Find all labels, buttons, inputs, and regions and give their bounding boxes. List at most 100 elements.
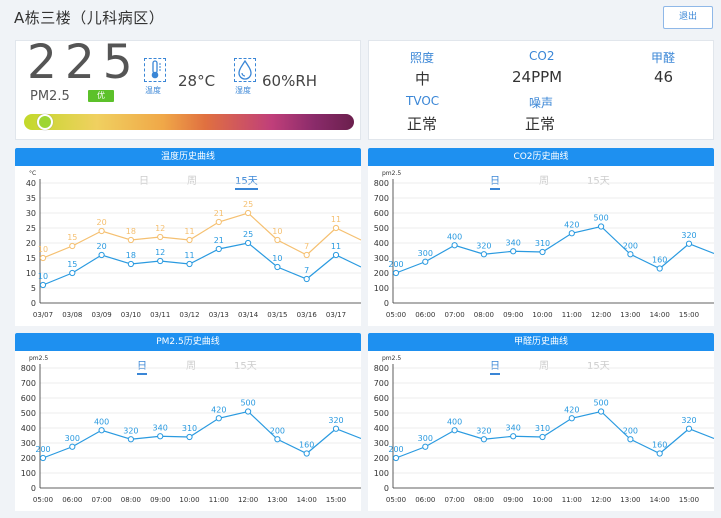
data-label: 20 <box>97 218 107 227</box>
x-tick-label: 13:00 <box>620 496 640 504</box>
data-label: 7 <box>304 266 309 275</box>
x-tick-label: 14:00 <box>297 496 317 504</box>
data-label: 18 <box>126 251 136 260</box>
data-label: 340 <box>153 423 168 432</box>
tab-15-days[interactable]: 15天 <box>587 176 610 187</box>
data-point <box>656 450 663 457</box>
logout-button[interactable]: 退出 <box>663 6 713 29</box>
data-point <box>332 224 340 232</box>
data-point <box>69 443 76 450</box>
tab-15-days[interactable]: 15天 <box>234 361 257 372</box>
data-point <box>39 454 47 462</box>
y-axis-unit-label: pm2.5 <box>29 355 48 362</box>
y-tick-label: 0 <box>384 299 389 308</box>
co2-value: 24PPM <box>512 68 563 86</box>
y-tick-label: 100 <box>374 284 389 293</box>
tvoc-value: 正常 <box>407 115 438 133</box>
tab-week[interactable]: 周 <box>186 361 196 372</box>
data-point <box>332 425 340 432</box>
y-tick-label: 700 <box>374 194 389 203</box>
data-point <box>157 233 164 241</box>
data-point <box>215 415 222 422</box>
tab-day[interactable]: 日 <box>490 357 500 375</box>
tab-15-days[interactable]: 15天 <box>235 172 258 190</box>
page-header: A栋三楼（儿科病区） 退出 <box>0 0 721 36</box>
data-label: 11 <box>184 251 194 260</box>
air-quality-badge: 优 <box>88 90 114 102</box>
data-point <box>451 242 458 249</box>
y-tick-label: 0 <box>31 299 36 308</box>
data-point <box>274 236 281 244</box>
y-tick-label: 400 <box>21 424 36 433</box>
data-point <box>598 223 605 230</box>
tab-day[interactable]: 日 <box>137 357 147 375</box>
temperature-caption: 温度 <box>145 86 161 95</box>
y-tick-label: 0 <box>31 484 36 493</box>
x-tick-label: 06:00 <box>62 496 82 504</box>
data-label: 11 <box>184 227 194 236</box>
x-tick-label: 12:00 <box>591 311 611 319</box>
x-tick-label: 07:00 <box>445 311 465 319</box>
data-label: 7 <box>304 242 309 251</box>
data-point <box>303 251 310 259</box>
tab-week[interactable]: 周 <box>187 176 197 187</box>
chart-title: 温度历史曲线 <box>15 148 361 166</box>
x-tick-label: 09:00 <box>503 311 523 319</box>
chart-title: PM2.5历史曲线 <box>15 333 361 351</box>
series-line <box>42 212 361 259</box>
x-tick-label: 05:00 <box>386 311 406 319</box>
y-tick-label: 300 <box>374 439 389 448</box>
data-point <box>480 436 488 443</box>
data-label: 10 <box>38 245 48 254</box>
x-tick-label: 07:00 <box>92 496 112 504</box>
x-tick-label: 03/15 <box>267 311 287 319</box>
air-quality-gradient-bar <box>24 114 354 130</box>
data-point <box>510 433 517 440</box>
data-label: 11 <box>331 215 341 224</box>
x-tick-label: 10:00 <box>532 311 552 319</box>
data-label: 320 <box>123 426 138 435</box>
data-point <box>39 254 47 262</box>
data-label: 310 <box>182 424 197 433</box>
data-point <box>598 408 605 415</box>
data-point <box>422 443 429 450</box>
tab-week[interactable]: 周 <box>539 176 549 187</box>
data-point <box>451 427 458 434</box>
water-drop-icon <box>234 58 256 82</box>
data-point <box>392 454 400 462</box>
chart-title: CO2历史曲线 <box>368 148 714 166</box>
data-point <box>157 433 164 440</box>
x-tick-label: 13:00 <box>267 496 287 504</box>
tab-15-days[interactable]: 15天 <box>587 361 610 372</box>
pm25-summary-card: 225 PM2.5 优 温度 28°C 湿度 60%RH <box>15 35 361 140</box>
tab-week[interactable]: 周 <box>539 361 549 372</box>
y-tick-label: 600 <box>374 209 389 218</box>
data-label: 420 <box>211 405 226 414</box>
data-point <box>186 260 193 268</box>
data-label: 320 <box>681 231 696 240</box>
data-label: 160 <box>299 441 314 450</box>
y-tick-label: 600 <box>21 394 36 403</box>
tab-day[interactable]: 日 <box>139 176 149 187</box>
data-label: 310 <box>535 424 550 433</box>
data-label: 400 <box>94 417 109 426</box>
data-point <box>215 218 222 226</box>
data-label: 200 <box>623 426 638 435</box>
data-point <box>332 251 340 259</box>
data-label: 200 <box>35 445 50 454</box>
data-point <box>39 281 47 289</box>
y-tick-label: 35 <box>26 194 36 203</box>
pm25-history-chart: PM2.5历史曲线 日 周 15天 pm2.5 0 100 200 300 400 500 6… <box>15 333 361 511</box>
y-tick-label: 700 <box>21 379 36 388</box>
y-tick-label: 10 <box>26 269 36 278</box>
y-tick-label: 500 <box>374 224 389 233</box>
tab-day[interactable]: 日 <box>490 172 500 190</box>
x-tick-label: 11:00 <box>562 311 582 319</box>
data-label: 12 <box>155 224 165 233</box>
data-point <box>98 227 105 235</box>
x-tick-label: 03/10 <box>121 311 141 319</box>
data-point <box>422 258 429 265</box>
x-tick-label: 08:00 <box>474 311 494 319</box>
